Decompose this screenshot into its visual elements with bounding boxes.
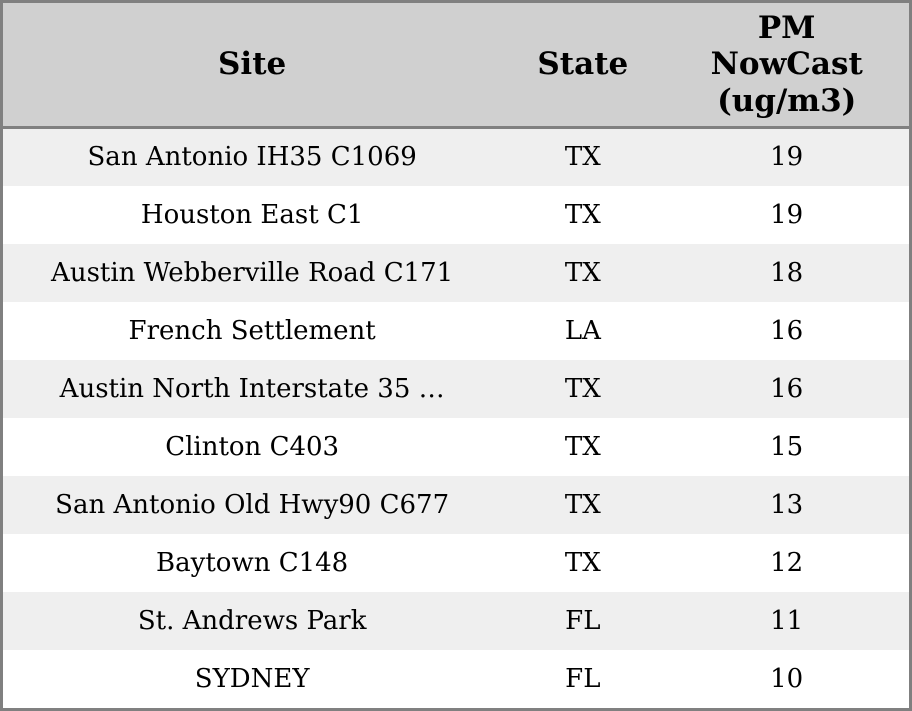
site-cell: St. Andrews Park	[3, 591, 502, 650]
site-cell: Houston East C1	[3, 185, 502, 244]
pm-value-cell: 13	[664, 475, 909, 534]
column-header-state: State	[501, 3, 665, 129]
table-row: Austin North Interstate 35 … TX 16	[3, 359, 909, 418]
pm-value-cell: 11	[664, 591, 909, 650]
state-cell: TX	[501, 475, 665, 534]
pm-value-cell: 15	[664, 417, 909, 476]
site-cell: French Settlement	[3, 301, 502, 360]
table-body: San Antonio IH35 C1069 TX 19 Houston Eas…	[3, 127, 909, 708]
table-row: San Antonio Old Hwy90 C677 TX 13	[3, 475, 909, 534]
pm-value-cell: 16	[664, 301, 909, 360]
site-cell: SYDNEY	[3, 649, 502, 708]
state-cell: TX	[501, 185, 665, 244]
pm-value-cell: 12	[664, 533, 909, 592]
site-cell: Austin Webberville Road C171	[3, 243, 502, 302]
table-row: French Settlement LA 16	[3, 301, 909, 360]
state-cell: TX	[501, 243, 665, 302]
pm-value-cell: 19	[664, 127, 909, 186]
state-cell: TX	[501, 417, 665, 476]
state-cell: TX	[501, 127, 665, 186]
state-cell: TX	[501, 533, 665, 592]
pm-value-cell: 19	[664, 185, 909, 244]
state-cell: TX	[501, 359, 665, 418]
site-cell: San Antonio Old Hwy90 C677	[3, 475, 502, 534]
state-cell: FL	[501, 649, 665, 708]
table-row: San Antonio IH35 C1069 TX 19	[3, 127, 909, 186]
table-row: St. Andrews Park FL 11	[3, 591, 909, 650]
table-row: Houston East C1 TX 19	[3, 185, 909, 244]
pm-value-cell: 18	[664, 243, 909, 302]
header-row: Site State PM NowCast (ug/m3)	[3, 3, 909, 129]
pm-nowcast-table: Site State PM NowCast (ug/m3) San Antoni…	[3, 3, 909, 708]
state-cell: LA	[501, 301, 665, 360]
site-cell: Austin North Interstate 35 …	[3, 359, 502, 418]
site-cell: San Antonio IH35 C1069	[3, 127, 502, 186]
site-cell: Clinton C403	[3, 417, 502, 476]
state-cell: FL	[501, 591, 665, 650]
table-row: Clinton C403 TX 15	[3, 417, 909, 476]
table-header: Site State PM NowCast (ug/m3)	[3, 3, 909, 129]
pm-value-cell: 10	[664, 649, 909, 708]
table-row: SYDNEY FL 10	[3, 649, 909, 708]
site-cell: Baytown C148	[3, 533, 502, 592]
column-header-site: Site	[3, 3, 502, 129]
table-row: Baytown C148 TX 12	[3, 533, 909, 592]
pm-value-cell: 16	[664, 359, 909, 418]
column-header-pm-nowcast: PM NowCast (ug/m3)	[664, 3, 909, 129]
table-row: Austin Webberville Road C171 TX 18	[3, 243, 909, 302]
